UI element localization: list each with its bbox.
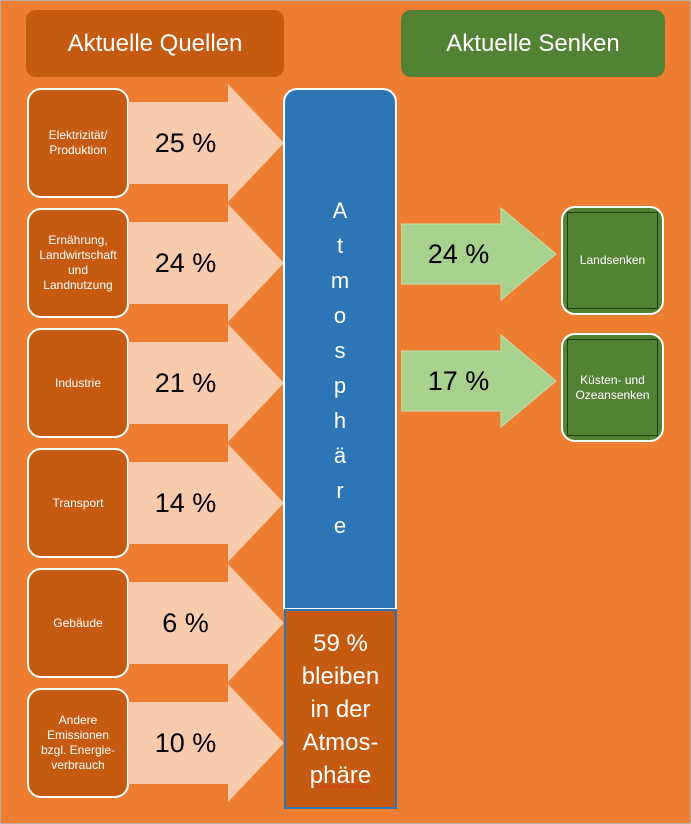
source-label-line: Landwirtschaft: [39, 248, 117, 262]
source-label-line: Ernährung,: [48, 233, 108, 247]
sink-arrow: 17 %: [401, 333, 559, 429]
remaining-line: bleiben: [301, 663, 380, 690]
source-box-buildings: Gebäude: [27, 568, 129, 678]
source-label-line: Elektrizität/: [48, 128, 108, 142]
source-arrow: 10 %: [128, 680, 286, 806]
sink-arrow: 24 %: [401, 206, 559, 302]
source-label-line: Produktion: [49, 143, 107, 157]
atmosphere-letter: h: [333, 408, 347, 433]
source-label-line: verbrauch: [51, 758, 105, 772]
sink-box-land: Landsenken: [561, 206, 664, 315]
source-box-electricity: Elektrizität/Produktion: [27, 88, 129, 198]
source-label-line: und: [67, 263, 89, 277]
sources-header: Aktuelle Quellen: [26, 10, 284, 77]
atmosphere-letter: e: [333, 513, 347, 538]
atmosphere-column: A t m o s p h ä r e: [283, 88, 397, 610]
source-label-line: Emissionen: [46, 728, 109, 742]
source-label-line: Andere: [58, 713, 98, 727]
sink-percent: 24 %: [427, 238, 490, 269]
right-arrow-icon: [128, 84, 284, 202]
atmosphere-letter: r: [336, 478, 344, 503]
source-percent: 6 %: [162, 607, 209, 638]
remaining-line: Atmos-: [302, 729, 379, 756]
source-arrow: 6 %: [128, 560, 286, 686]
atmosphere-letter: p: [333, 373, 347, 398]
sink-box-ocean: Küsten- und Ozeansenken: [561, 333, 664, 442]
sink-label-line: Ozeansenken: [575, 387, 650, 402]
source-percent: 14 %: [154, 487, 217, 518]
source-arrow: 14 %: [128, 440, 286, 566]
sink-box-inner: Küsten- und Ozeansenken: [567, 339, 658, 436]
remaining-line: in der: [310, 696, 371, 723]
sink-label-line: Küsten- und: [580, 372, 645, 387]
source-percent: 21 %: [154, 367, 217, 398]
right-arrow-icon: [128, 324, 284, 442]
atmosphere-letter: A: [332, 198, 348, 223]
sink-box-inner: Landsenken: [567, 212, 658, 309]
source-label-line: Transport: [52, 495, 104, 510]
atmosphere-letter: t: [336, 233, 344, 258]
remaining-line: 59 %: [313, 630, 368, 657]
source-label-line: Gebäude: [53, 615, 103, 630]
remaining-line: phäre: [309, 762, 372, 789]
sink-label-line: Landsenken: [579, 253, 646, 267]
right-arrow-icon: [401, 333, 557, 429]
source-label-line: bzgl. Energie-: [40, 743, 116, 757]
source-label-line: Landnutzung: [43, 278, 113, 292]
right-arrow-icon: [128, 564, 284, 682]
right-arrow-icon: [128, 204, 284, 322]
source-arrow: 25 %: [128, 80, 286, 206]
source-percent: 10 %: [154, 727, 217, 758]
source-percent: 24 %: [154, 247, 217, 278]
source-box-industry: Industrie: [27, 328, 129, 438]
source-box-transport: Transport: [27, 448, 129, 558]
atmosphere-letter: o: [333, 303, 347, 328]
remaining-box: 59 % bleiben in der Atmos- phäre: [284, 609, 397, 809]
atmosphere-letter: ä: [333, 443, 347, 468]
source-label-line: Industrie: [54, 375, 102, 390]
atmosphere-letter: s: [334, 338, 346, 363]
atmosphere-letter: m: [330, 268, 350, 293]
sinks-header: Aktuelle Senken: [401, 10, 665, 77]
right-arrow-icon: [128, 444, 284, 562]
source-box-food: Ernährung, Landwirtschaft und Landnutzung: [27, 208, 129, 318]
right-arrow-icon: [128, 684, 284, 802]
right-arrow-icon: [401, 206, 557, 302]
sink-percent: 17 %: [427, 365, 490, 396]
source-percent: 25 %: [154, 127, 217, 158]
source-box-other: Andere Emissionen bzgl. Energie-verbrauch: [27, 688, 129, 798]
source-arrow: 24 %: [128, 200, 286, 326]
source-arrow: 21 %: [128, 320, 286, 446]
